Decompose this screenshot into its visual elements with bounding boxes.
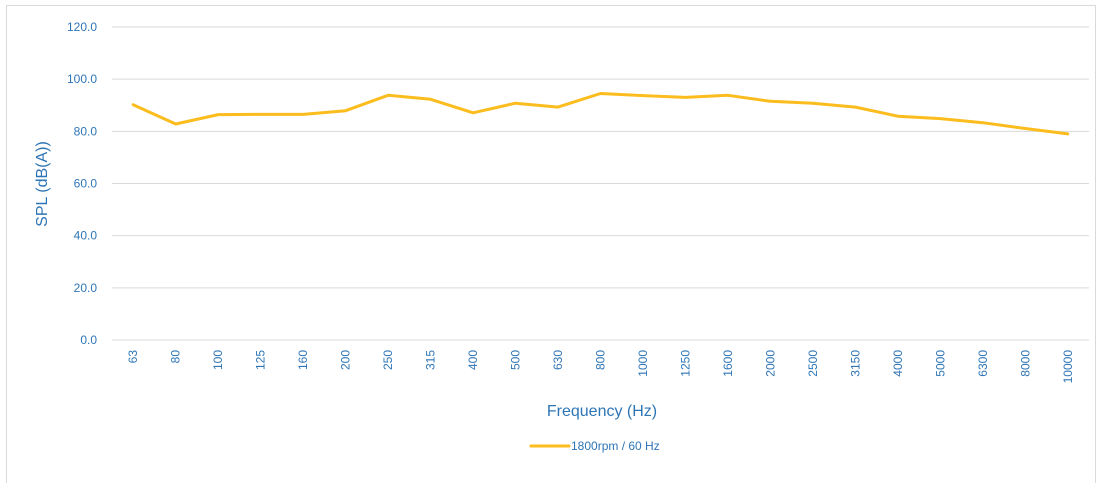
x-tick-label: 315	[424, 350, 438, 370]
y-tick-label: 60.0	[74, 177, 98, 191]
x-tick-label: 2000	[763, 350, 777, 377]
line-chart: 0.0 20.0 40.0 60.0 80.0 100.0 120.0 63 80 100 125…	[34, 20, 1089, 453]
y-tick-label: 100.0	[67, 72, 97, 86]
series-lines	[131, 92, 1070, 136]
legend: 1800rpm / 60 Hz	[529, 439, 660, 453]
x-axis-title: Frequency (Hz)	[547, 403, 657, 420]
x-tick-label: 160	[296, 350, 310, 370]
x-tick-label: 800	[594, 350, 608, 370]
x-tick-label: 200	[339, 350, 353, 370]
x-tick-label: 1250	[678, 350, 692, 377]
y-tick-label: 80.0	[74, 124, 98, 138]
legend-label: 1800rpm / 60 Hz	[571, 439, 660, 453]
x-tick-label: 10000	[1061, 350, 1075, 384]
y-axis-title: SPL (dB(A))	[34, 141, 51, 227]
x-tick-label: 500	[509, 350, 523, 370]
x-tick-label: 80	[169, 350, 183, 364]
x-tick-label: 1600	[721, 350, 735, 377]
x-tick-label: 2500	[806, 350, 820, 377]
y-tick-label: 0.0	[80, 333, 97, 347]
x-tick-label: 100	[211, 350, 225, 370]
y-tick-label: 120.0	[67, 20, 97, 34]
x-tick-label: 3150	[848, 350, 862, 377]
y-axis-tick-labels: 0.0 20.0 40.0 60.0 80.0 100.0 120.0	[67, 20, 97, 347]
x-tick-label: 5000	[933, 350, 947, 377]
y-tick-label: 40.0	[74, 229, 98, 243]
series-line	[131, 92, 1070, 136]
x-tick-label: 63	[126, 350, 140, 364]
gridlines	[112, 26, 1089, 341]
x-axis-tick-labels: 63 80 100 125 160 200 250 315 400 500 630 800 1000 12…	[126, 350, 1075, 384]
x-tick-label: 630	[551, 350, 565, 370]
x-tick-label: 250	[381, 350, 395, 370]
chart-frame: 0.0 20.0 40.0 60.0 80.0 100.0 120.0 63 80 100 125…	[6, 5, 1096, 483]
x-tick-label: 1000	[636, 350, 650, 377]
x-tick-label: 400	[466, 350, 480, 370]
x-tick-label: 125	[254, 350, 268, 370]
x-tick-label: 6300	[976, 350, 990, 377]
x-tick-label: 8000	[1018, 350, 1032, 377]
x-tick-label: 4000	[891, 350, 905, 377]
y-tick-label: 20.0	[74, 281, 98, 295]
